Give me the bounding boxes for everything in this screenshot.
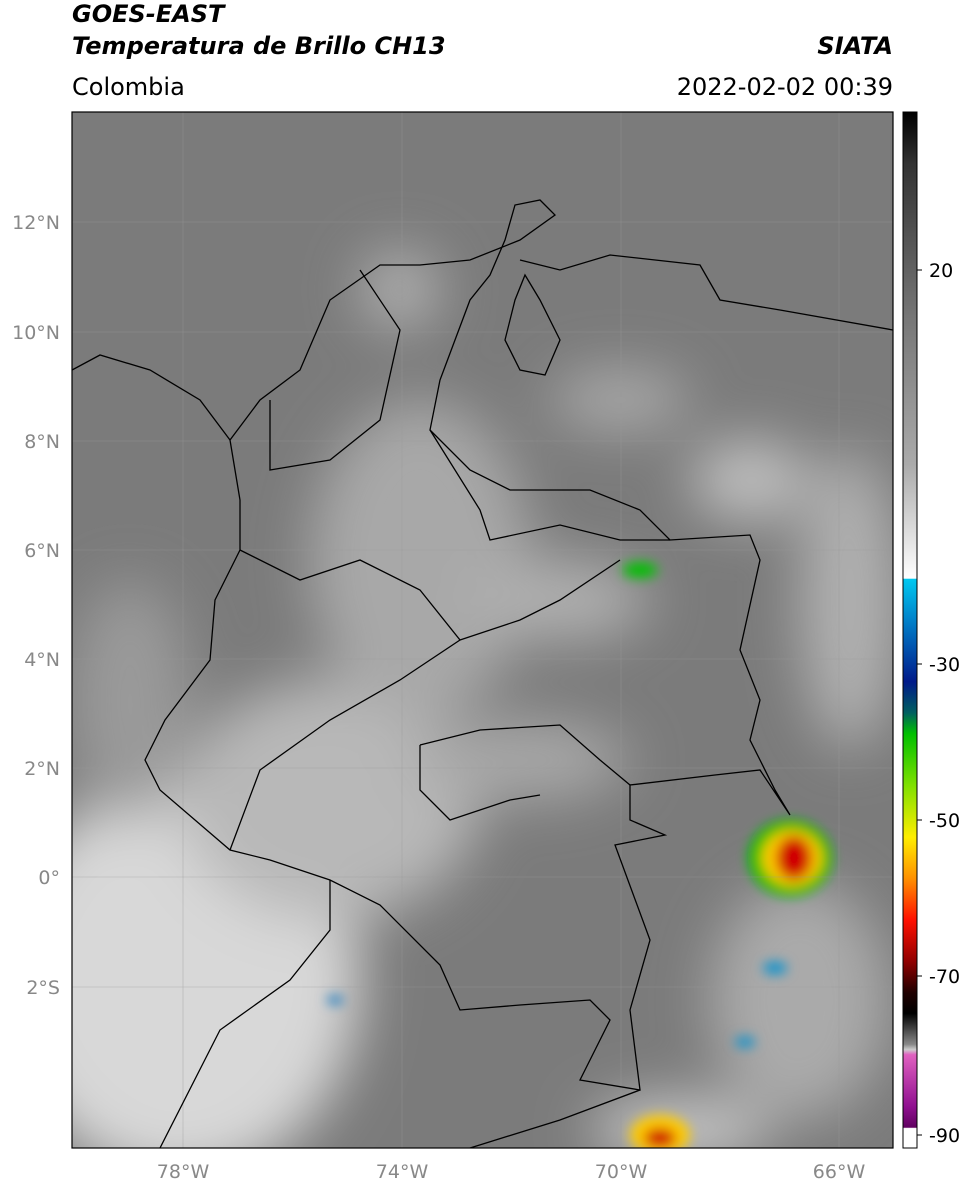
lat-label: 12°N [12, 212, 60, 234]
colorbar-label: -70 [929, 966, 960, 988]
lat-label: 2°N [24, 758, 60, 780]
colorbar-label: -50 [929, 810, 960, 832]
map-frame [71, 111, 894, 1149]
satellite-image [72, 112, 893, 1148]
borders [72, 199, 893, 1148]
colorbar-label: 20 [929, 260, 953, 282]
lat-label: 0° [38, 867, 60, 889]
colorbar [902, 111, 918, 1149]
source: SIATA [817, 32, 893, 60]
colorbar-label: -90 [929, 1125, 960, 1147]
lat-label: 4°N [24, 649, 60, 671]
colorbar-ticks [917, 269, 922, 1136]
region: Colombia [72, 73, 185, 101]
lon-label: 78°W [157, 1161, 210, 1183]
colorbar-label: -30 [929, 654, 960, 676]
lon-label: 70°W [595, 1161, 648, 1183]
lat-label: 6°N [24, 540, 60, 562]
lon-label: 74°W [376, 1161, 429, 1183]
lat-label: 8°N [24, 431, 60, 453]
lat-label: 2°S [26, 977, 60, 999]
satellite-title: GOES-EAST [72, 0, 226, 28]
product-title: Temperatura de Brillo CH13 [72, 32, 446, 60]
lon-label: 66°W [813, 1161, 866, 1183]
datetime: 2022-02-02 00:39 [677, 73, 893, 101]
lat-label: 10°N [12, 322, 60, 344]
graticule [72, 112, 893, 1148]
